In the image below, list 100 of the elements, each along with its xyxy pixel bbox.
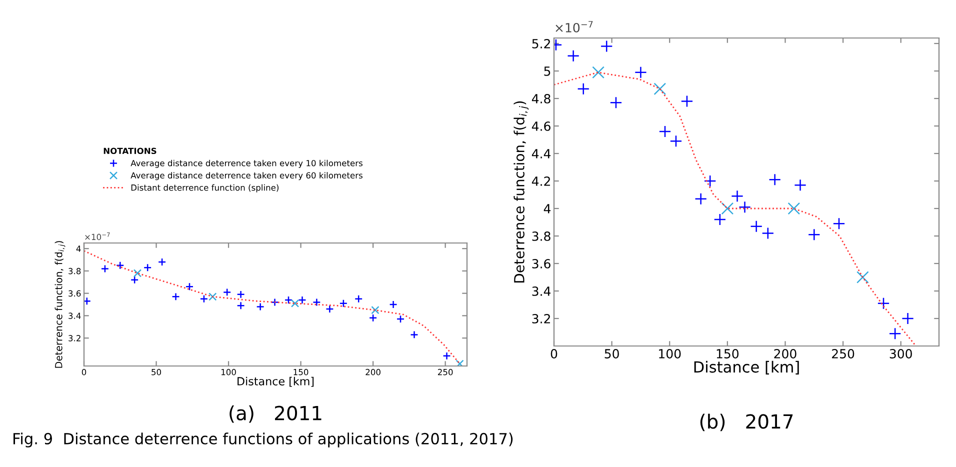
point	[339, 299, 348, 308]
x-axis-title: Distance [km]	[694, 360, 799, 374]
legend-title: NOTATIONS	[104, 148, 156, 154]
point	[794, 178, 806, 192]
point	[389, 300, 398, 309]
y-tick-label: 3.8	[532, 231, 550, 241]
x-tick-label: 150	[294, 368, 308, 376]
y-tick-label: 4	[544, 204, 551, 214]
x-tick-label: 0	[550, 349, 558, 358]
legend-label: Average distance deterrence taken every 60 kilometers	[130, 172, 362, 180]
point	[100, 264, 110, 273]
point	[567, 50, 580, 62]
x-tick-label: 50	[152, 368, 162, 376]
y-tick-label: 3.2	[68, 335, 80, 342]
point	[750, 220, 763, 233]
point	[133, 269, 142, 278]
line-series	[84, 250, 460, 364]
point	[721, 202, 734, 215]
y-tick-label: 3.2	[532, 314, 550, 324]
point	[185, 282, 194, 291]
point	[694, 192, 708, 206]
point	[236, 290, 245, 299]
x-tick-label: 200	[366, 368, 380, 376]
point	[143, 264, 152, 272]
x-tick-label: 250	[438, 368, 453, 376]
x-tick-label: 300	[890, 349, 912, 358]
point	[368, 314, 378, 322]
point	[456, 360, 464, 366]
y-tick-label: 4.4	[532, 149, 551, 158]
point	[396, 314, 405, 324]
point	[600, 40, 613, 52]
x-tick-label: 0	[82, 368, 86, 376]
point	[738, 200, 751, 214]
point	[298, 296, 306, 304]
y-tick-label: 4.2	[532, 176, 550, 186]
text: (a) 2011	[230, 405, 322, 423]
point	[236, 302, 245, 310]
x-axis-title: Distance [km]	[238, 376, 314, 387]
point	[592, 66, 604, 79]
y-axis-title: Deterrence function, f(d$_{i,j}$)	[514, 101, 529, 282]
text: ×10$^{−7}$	[85, 232, 110, 240]
point	[312, 298, 321, 306]
point	[116, 261, 124, 270]
point	[634, 66, 647, 79]
x-tick-label: 250	[832, 349, 854, 358]
point	[680, 95, 694, 108]
legend-label: Average distance deterrence taken every 10 kilometers	[130, 160, 362, 168]
x-tick-label: 100	[659, 349, 681, 358]
y-tick-label: 3.8	[68, 268, 81, 274]
point	[200, 294, 208, 304]
text: ×10$^{−7}$	[556, 21, 593, 32]
y-tick-label: 5	[544, 66, 550, 76]
x-tick-label: 100	[221, 368, 236, 376]
point	[888, 327, 902, 340]
y-tick-label: 4.6	[532, 121, 550, 131]
x-tick-label: 150	[716, 349, 739, 358]
point	[832, 217, 846, 230]
y-tick-label: 3.6	[68, 290, 81, 297]
point	[208, 292, 217, 301]
point	[371, 306, 380, 314]
point	[577, 82, 590, 96]
point	[158, 258, 166, 266]
point	[654, 82, 666, 96]
point	[270, 298, 279, 306]
point	[856, 271, 869, 284]
line-series	[554, 72, 917, 346]
point	[222, 288, 232, 296]
point	[284, 296, 293, 304]
point	[670, 134, 682, 148]
text: (b) 2017	[700, 414, 793, 432]
point	[762, 227, 774, 240]
point	[256, 302, 264, 311]
y-tick-label: 3.4	[68, 312, 81, 319]
point	[877, 297, 890, 310]
x-tick-label: 200	[774, 349, 796, 358]
point	[172, 292, 180, 301]
y-tick-label: 4	[76, 246, 81, 252]
point	[658, 125, 672, 138]
y-tick-label: 4.8	[532, 94, 550, 104]
point	[290, 299, 300, 308]
point	[714, 213, 726, 226]
legend-label: Distant deterrence function (spline)	[131, 184, 278, 192]
point	[808, 228, 820, 241]
caption: Fig. 9 Distance deterrence functions of applications (2011, 2017)	[14, 432, 513, 448]
y-tick-label: 3.6	[532, 258, 550, 268]
point	[731, 190, 744, 202]
point	[788, 202, 800, 215]
y-axis-title: Deterrence function, f(d$_{i,j}$)	[54, 241, 66, 368]
y-tick-label: 5.2	[532, 38, 550, 48]
y-tick-label: 3.4	[532, 286, 551, 296]
point	[130, 276, 139, 284]
x-tick-label: 50	[604, 349, 619, 358]
point	[84, 297, 91, 306]
point	[410, 330, 418, 339]
point	[442, 352, 451, 360]
point	[768, 173, 782, 186]
point	[902, 312, 914, 325]
point	[704, 174, 716, 188]
point	[610, 96, 622, 109]
point	[354, 294, 363, 304]
